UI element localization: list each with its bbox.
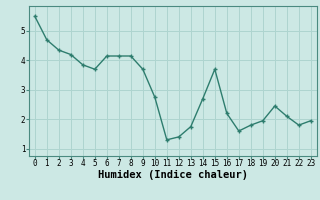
X-axis label: Humidex (Indice chaleur): Humidex (Indice chaleur)	[98, 170, 248, 180]
